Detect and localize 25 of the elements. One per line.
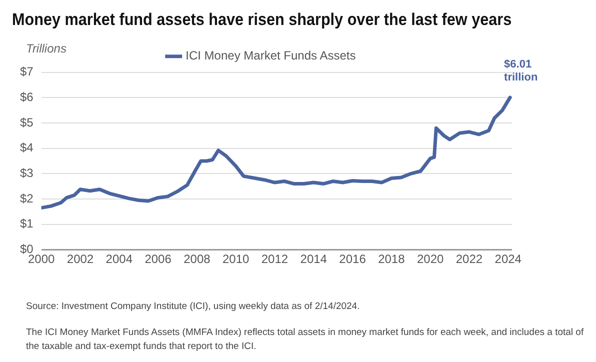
x-tick-label: 2014 xyxy=(300,252,328,266)
chart-title: Money market fund assets have risen sharply over the last few years xyxy=(12,10,512,30)
x-tick-label: 2006 xyxy=(144,252,172,266)
y-tick-label: $1 xyxy=(20,216,34,231)
source-note: Source: Investment Company Institute (ICI), using weekly data as of 2/14/2024. xyxy=(26,300,361,314)
y-tick-label: $6 xyxy=(20,90,34,104)
legend-label: ICI Money Market Funds Assets xyxy=(186,48,356,63)
x-tick-label: 2024 xyxy=(494,252,522,266)
x-tick-label: 2002 xyxy=(66,252,94,266)
y-tick-label: $3 xyxy=(20,166,34,180)
x-tick-label: 2008 xyxy=(184,252,211,266)
annotation: $6.01 trillion xyxy=(504,58,538,84)
x-tick-label: 2018 xyxy=(378,252,406,266)
x-tick-label: 2016 xyxy=(339,252,366,266)
y-tick-label: $7 xyxy=(20,64,34,79)
y-tick-label: $4 xyxy=(20,140,34,155)
x-tick-label: 2010 xyxy=(222,252,250,266)
y-tick-label: $5 xyxy=(20,115,34,130)
x-tick-label: 2004 xyxy=(106,252,133,266)
y-axis-title: Trillions xyxy=(26,41,66,56)
x-tick-label: 2020 xyxy=(416,252,444,266)
text: The ICI Money Market Funds Assets (MMFA Index) reflects total assets in money market funds for each week, and includes a total of the taxable and tax-exempt funds that report to the ICI. xyxy=(26,326,585,354)
x-tick-label: 2022 xyxy=(456,252,483,266)
y-tick-label: $2 xyxy=(20,191,34,206)
x-tick-label: 2012 xyxy=(261,252,288,266)
